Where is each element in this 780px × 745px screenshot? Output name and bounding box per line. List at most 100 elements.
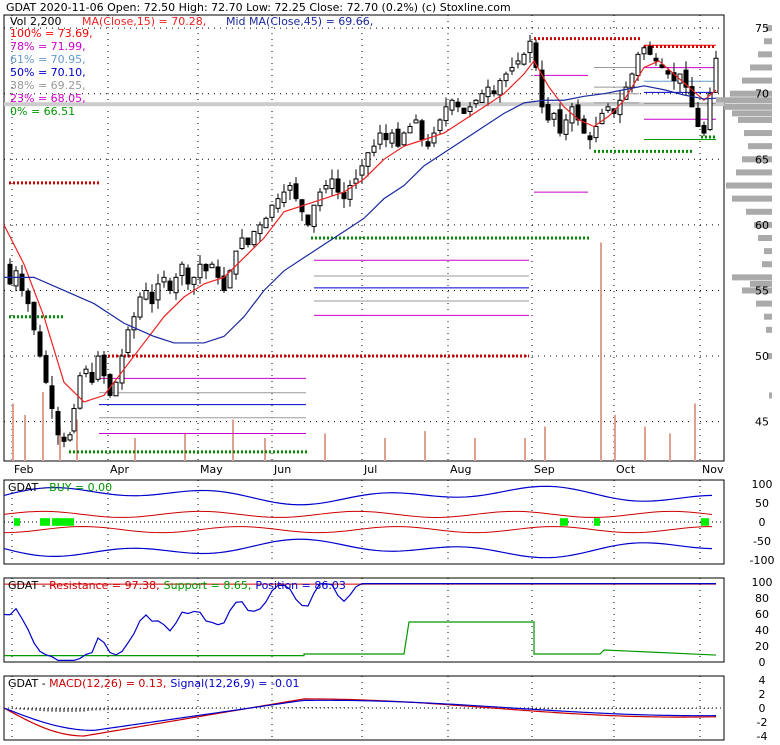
buy-signal-box [14,518,20,526]
macd-y-tick: 0 [759,702,766,715]
res-y-tick: 40 [755,624,769,637]
candle-body [149,291,155,305]
candle-body [707,93,713,131]
buy-signal-box [52,518,74,526]
candle-body [25,290,31,305]
candle-body [83,368,89,375]
profile-bar [769,392,772,399]
ma15-label: MA(Close,15) = 70.28, [82,15,206,28]
profile-bar [766,25,772,32]
candle-body [701,124,707,134]
fib-level-label: 0% = 66.51 [10,105,75,118]
candle-body [599,112,605,125]
candle-body [509,66,515,72]
volume-bar [24,415,26,461]
candle-body [653,57,659,62]
candle-body [497,80,503,96]
buy-signal-box [594,518,600,526]
main-y-tick: 65 [755,153,769,166]
volume-label: Vol 2,200 [10,15,61,28]
profile-bar [754,221,772,228]
candle-body [37,331,43,357]
candle-body [19,273,25,291]
x-month-tick: Oct [616,463,636,476]
candle-body [563,119,569,135]
main-y-tick: 50 [755,350,769,363]
candle-body [61,436,67,442]
candle-body [281,191,287,204]
candle-body [401,132,407,146]
buy-y-tick: -100 [750,554,775,567]
candle-body [605,106,611,111]
candle-body [221,275,227,291]
profile-bar [744,130,772,137]
candle-body [203,263,209,272]
candle-body [695,107,701,128]
candle-body [329,178,335,190]
ma45-label: Mid MA(Close,45) = 69.66, [226,15,373,28]
candle-body [557,109,563,134]
volume-bar [544,426,546,461]
profile-bar [762,261,772,268]
candle-body [143,289,149,300]
buy-y-tick: -50 [753,535,771,548]
profile-bar [768,353,772,360]
candle-body [311,204,317,227]
profile-bar [764,38,772,45]
support-line [4,621,717,657]
x-month-tick: Feb [14,463,33,476]
candle-body [335,178,341,193]
candle-body [527,40,533,54]
profile-bar [724,103,772,110]
buy-indicator [3,485,724,559]
candle-body [503,73,509,82]
candle-body [305,214,311,226]
candle-body [683,69,689,88]
candle-body [31,301,37,331]
candle-body [437,119,443,131]
main-y-tick: 70 [755,88,769,101]
candle-body [551,112,557,120]
candle-body [185,267,191,285]
resistance-panel-title: GDAT - Resistance = 97.38, Support = 8.65… [8,579,346,592]
buy-y-tick: 100 [752,478,773,491]
macd-y-tick: 4 [759,674,766,687]
volume-bar [134,438,136,461]
candle-body [101,354,107,377]
x-month-tick: Jun [273,463,291,476]
candle-body [239,237,245,250]
volume-bars [12,242,696,461]
volume-bar [42,392,44,461]
buy-signal-box [560,518,568,526]
macd-panel-title: GDAT - MACD(12,26) = 0.13, Signal(12,26,9… [8,677,299,690]
candle-body [77,375,83,409]
candle-body [167,280,173,291]
candle-body [113,381,119,397]
fib-level-label: 61% = 70.95, [10,53,86,66]
fib-level-labels: 100% = 73.69,78% = 71.99,61% = 70.95,50%… [10,27,93,118]
res-y-tick: 100 [752,576,773,589]
candle-body [13,270,19,287]
candle-body [197,263,203,279]
candle-body [341,191,347,200]
ma45-line [4,85,717,344]
candle-body [455,101,461,108]
x-month-tick: Jul [363,463,377,476]
profile-bar [742,156,772,163]
candle-body [293,183,299,200]
candle-body [179,263,185,276]
resistance-indicator [3,582,717,662]
candle-body [641,47,647,55]
candle-body [89,371,95,383]
axis-ticks: 75 70 65 60 55 50 45 Feb Apr May Jun Jul Aug Sep Oct No… [14,22,774,743]
buy-lower-inner [3,526,713,534]
profile-bar [750,280,772,287]
candle-body [49,385,55,410]
profile-bar [716,97,772,104]
candle-body [173,276,179,294]
candle-body [55,411,61,436]
profile-bar [732,274,772,281]
volume-bar [600,242,602,461]
candle-body [371,145,377,153]
profile-bar [742,287,772,294]
